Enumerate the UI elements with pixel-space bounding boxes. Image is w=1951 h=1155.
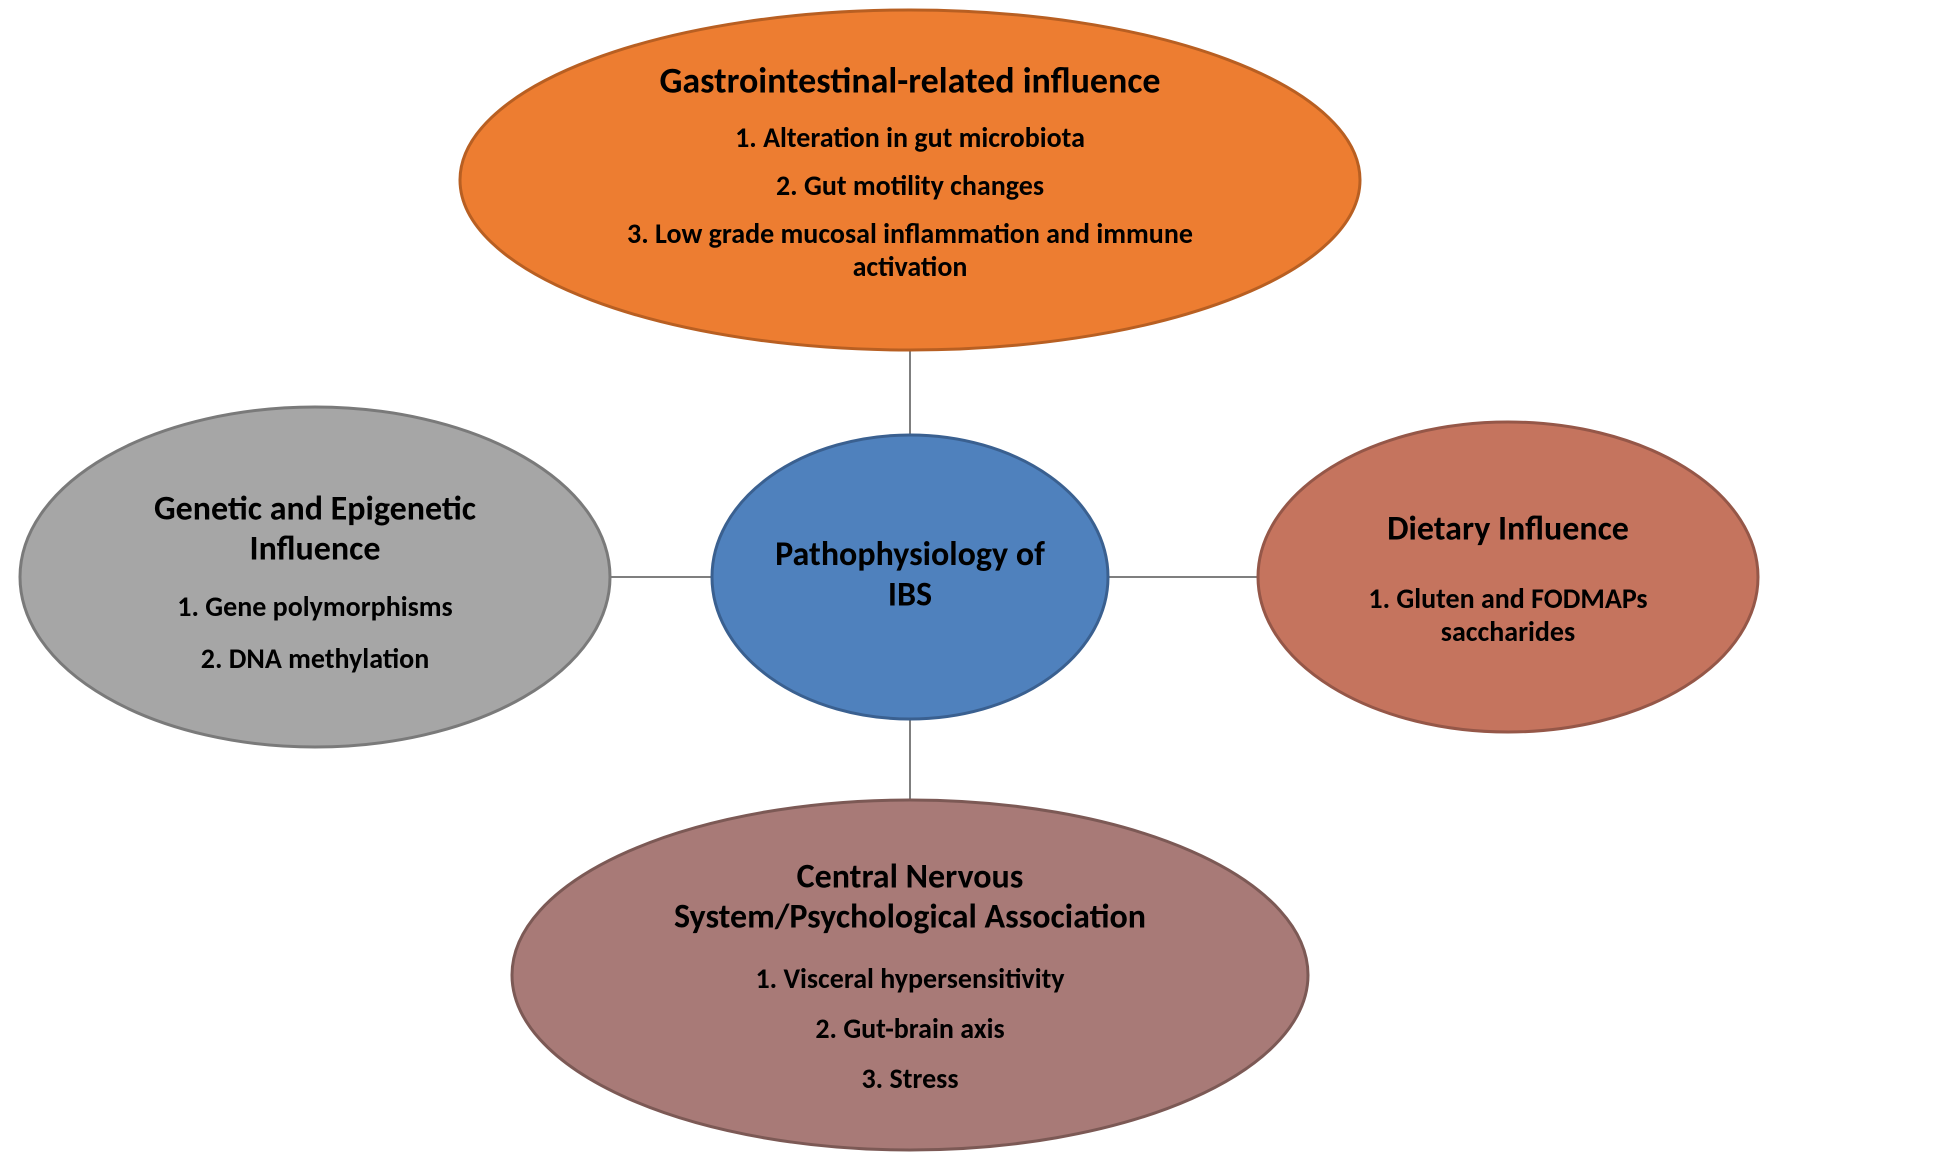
node-bottom: Central NervousSystem/Psychological Asso… [512, 800, 1308, 1150]
node-left-item-0: 1. Gene polymorphisms [177, 589, 452, 624]
node-right-item-0: saccharides [1441, 614, 1575, 649]
node-left-title: Influence [250, 528, 381, 569]
node-right-title: Dietary Influence [1387, 508, 1629, 549]
node-right: Dietary Influence 1. Gluten and FODMAPssa… [1258, 422, 1758, 732]
node-top-item-0: 1. Alteration in gut microbiota [735, 120, 1085, 155]
node-top-item-1: 2. Gut motility changes [776, 168, 1044, 203]
node-left-item-1: 2. DNA methylation [201, 641, 429, 676]
node-left-title: Genetic and Epigenetic [154, 488, 476, 529]
node-bottom-item-0: 1. Visceral hypersensitivity [755, 961, 1065, 996]
node-bottom-title: System/Psychological Association [674, 896, 1146, 937]
node-top-item-2: activation [853, 249, 968, 284]
diagram-canvas: Gastrointestinal-related influence 1. Alt… [0, 0, 1951, 1155]
node-bottom-item-2: 3. Stress [861, 1061, 958, 1096]
node-right-item-0: 1. Gluten and FODMAPs [1368, 581, 1647, 616]
node-top-item-2: 3. Low grade mucosal inflammation and im… [627, 216, 1193, 251]
node-left-ellipse [20, 407, 610, 747]
node-right-ellipse [1258, 422, 1758, 732]
node-bottom-title: Central Nervous [797, 856, 1024, 897]
center-layer: Pathophysiology ofIBS [712, 435, 1108, 719]
node-left: Genetic and EpigeneticInfluence 1. Gene p… [20, 407, 610, 747]
center-title: IBS [888, 575, 932, 616]
node-top: Gastrointestinal-related influence 1. Alt… [460, 10, 1360, 350]
node-bottom-item-1: 2. Gut-brain axis [815, 1011, 1004, 1046]
center-title: Pathophysiology of [775, 534, 1045, 575]
node-top-title: Gastrointestinal-related influence [659, 59, 1160, 103]
